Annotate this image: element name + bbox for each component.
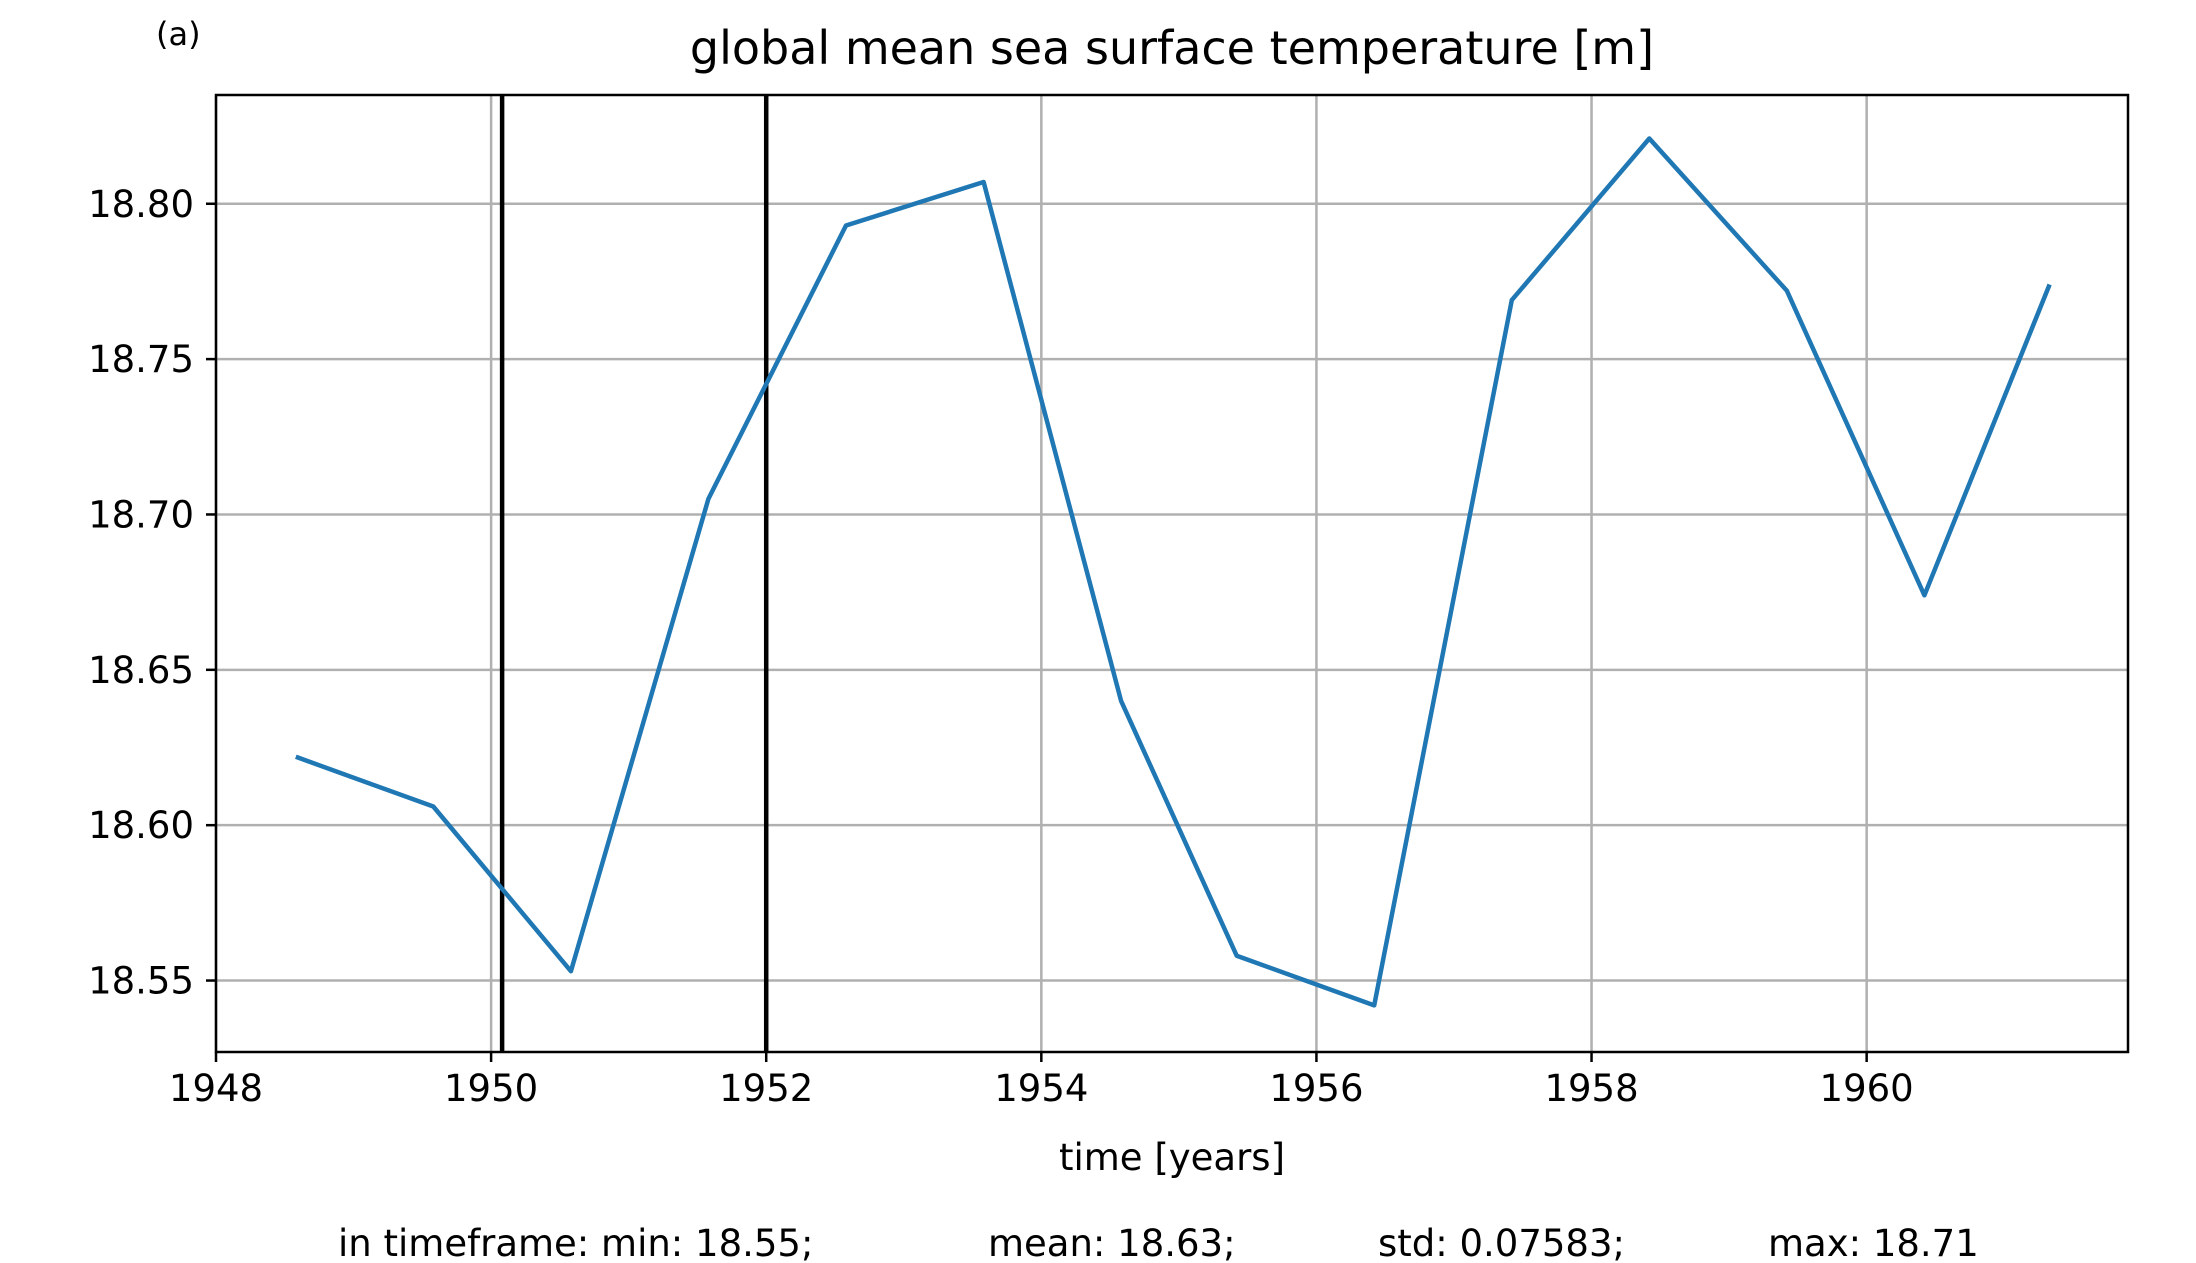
reference-lines	[499, 95, 769, 1052]
x-axis-label: time [years]	[1059, 1136, 1285, 1179]
chart-title: global mean sea surface temperature [m]	[690, 21, 1654, 75]
y-tick-label: 18.60	[88, 804, 194, 847]
plot-frame	[214, 93, 2130, 1054]
grid	[214, 95, 2128, 1052]
footer-std: std: 0.07583;	[1378, 1222, 1625, 1263]
x-tick-label: 1948	[169, 1067, 263, 1110]
x-tick-label: 1950	[444, 1067, 538, 1110]
x-tick-label: 1952	[719, 1067, 813, 1110]
footer-max: max: 18.71	[1768, 1222, 1979, 1263]
y-tick-label: 18.80	[88, 183, 194, 226]
y-tick-label: 18.65	[88, 649, 194, 692]
x-tick-label: 1960	[1820, 1067, 1914, 1110]
y-tick-label: 18.70	[88, 493, 194, 536]
x-tick-label: 1958	[1544, 1067, 1638, 1110]
x-tick-label: 1956	[1269, 1067, 1363, 1110]
panel-label: (a)	[156, 15, 201, 53]
footer-mean: mean: 18.63;	[988, 1222, 1236, 1263]
series-line	[295, 136, 2052, 1008]
y-tick-label: 18.55	[88, 960, 194, 1003]
footer-min: in timeframe: min: 18.55;	[338, 1222, 813, 1263]
y-tick-label: 18.75	[88, 338, 194, 381]
footer-stats: in timeframe: min: 18.55; mean: 18.63; s…	[338, 1222, 1979, 1263]
y-axis-ticks: 18.55 18.60 18.65 18.70 18.75 18.80	[88, 183, 216, 1003]
x-axis-ticks: 1948 1950 1952 1954 1956 1958 1960	[169, 1052, 1914, 1110]
x-tick-label: 1954	[994, 1067, 1088, 1110]
